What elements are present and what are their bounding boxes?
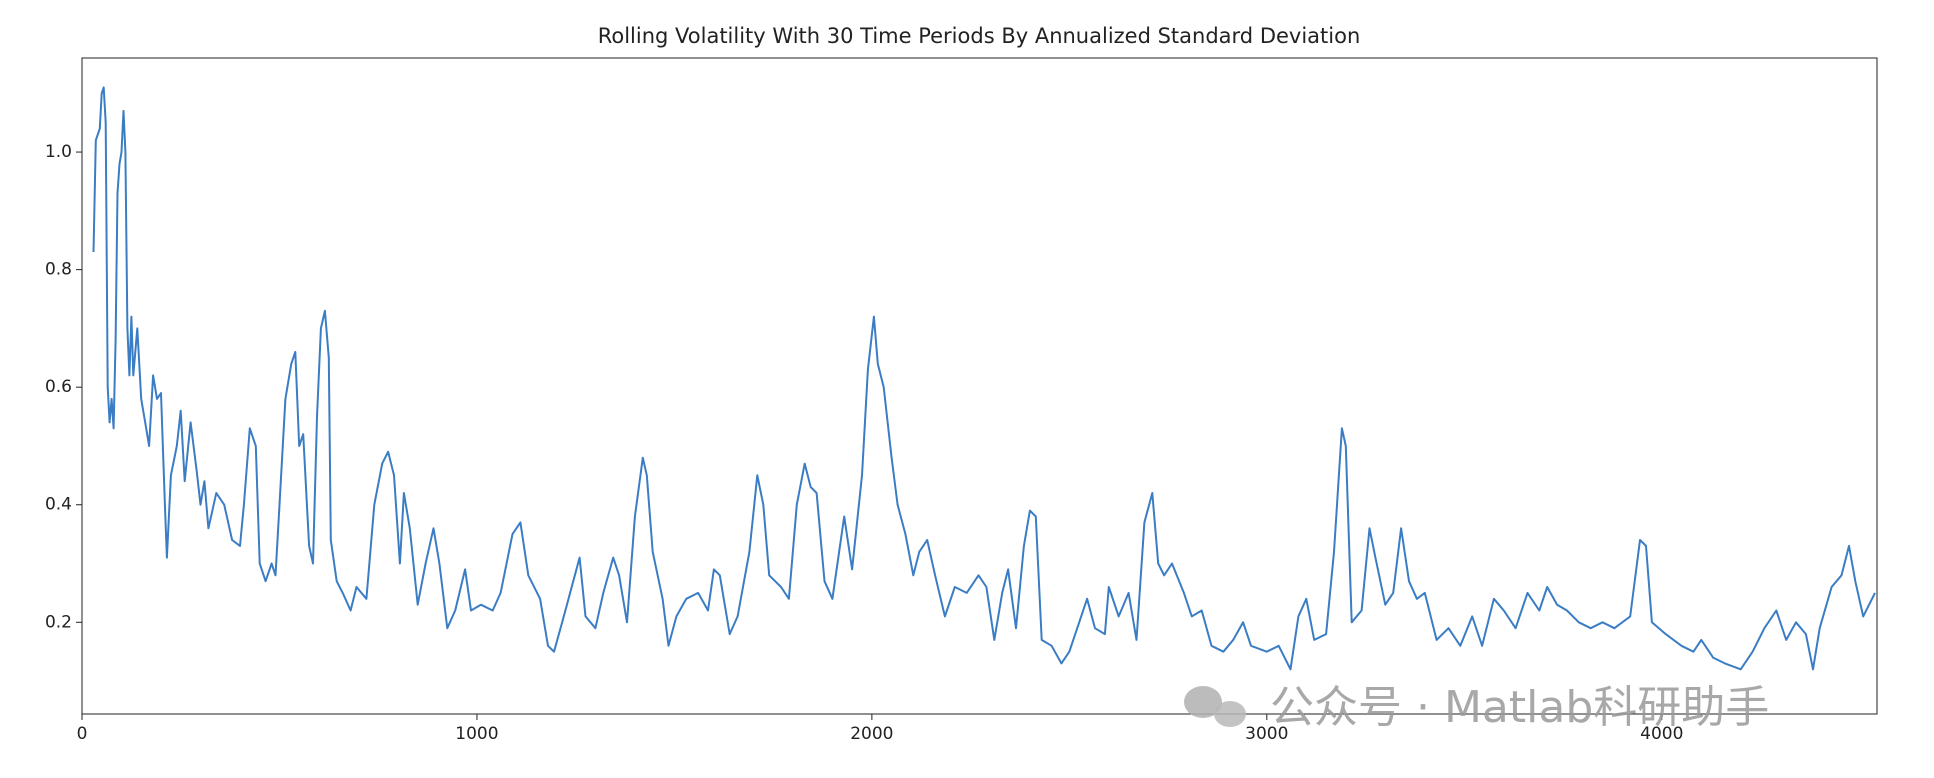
y-tick-label: 0.2 xyxy=(45,612,72,632)
x-tick-label: 3000 xyxy=(1245,724,1288,744)
x-tick-label: 1000 xyxy=(455,724,498,744)
y-tick-label: 0.8 xyxy=(45,260,72,280)
x-tick-label: 0 xyxy=(77,724,88,744)
data-line xyxy=(92,86,1876,671)
watermark: 公众号 · Matlab科研助手 xyxy=(1184,682,1769,733)
y-tick-label: 1.0 xyxy=(45,142,72,162)
y-tick-label: 0.6 xyxy=(45,377,72,397)
chart-title: Rolling Volatility With 30 Time Periods … xyxy=(598,24,1361,48)
y-tick-label: 0.4 xyxy=(45,495,72,515)
x-tick-label: 2000 xyxy=(850,724,893,744)
x-tick-label: 4000 xyxy=(1640,724,1683,744)
watermark-text: 公众号 · Matlab科研助手 xyxy=(1270,682,1769,733)
watermark-icon xyxy=(1184,686,1222,718)
plot-frame xyxy=(81,57,1878,715)
watermark-icon xyxy=(1214,701,1246,727)
